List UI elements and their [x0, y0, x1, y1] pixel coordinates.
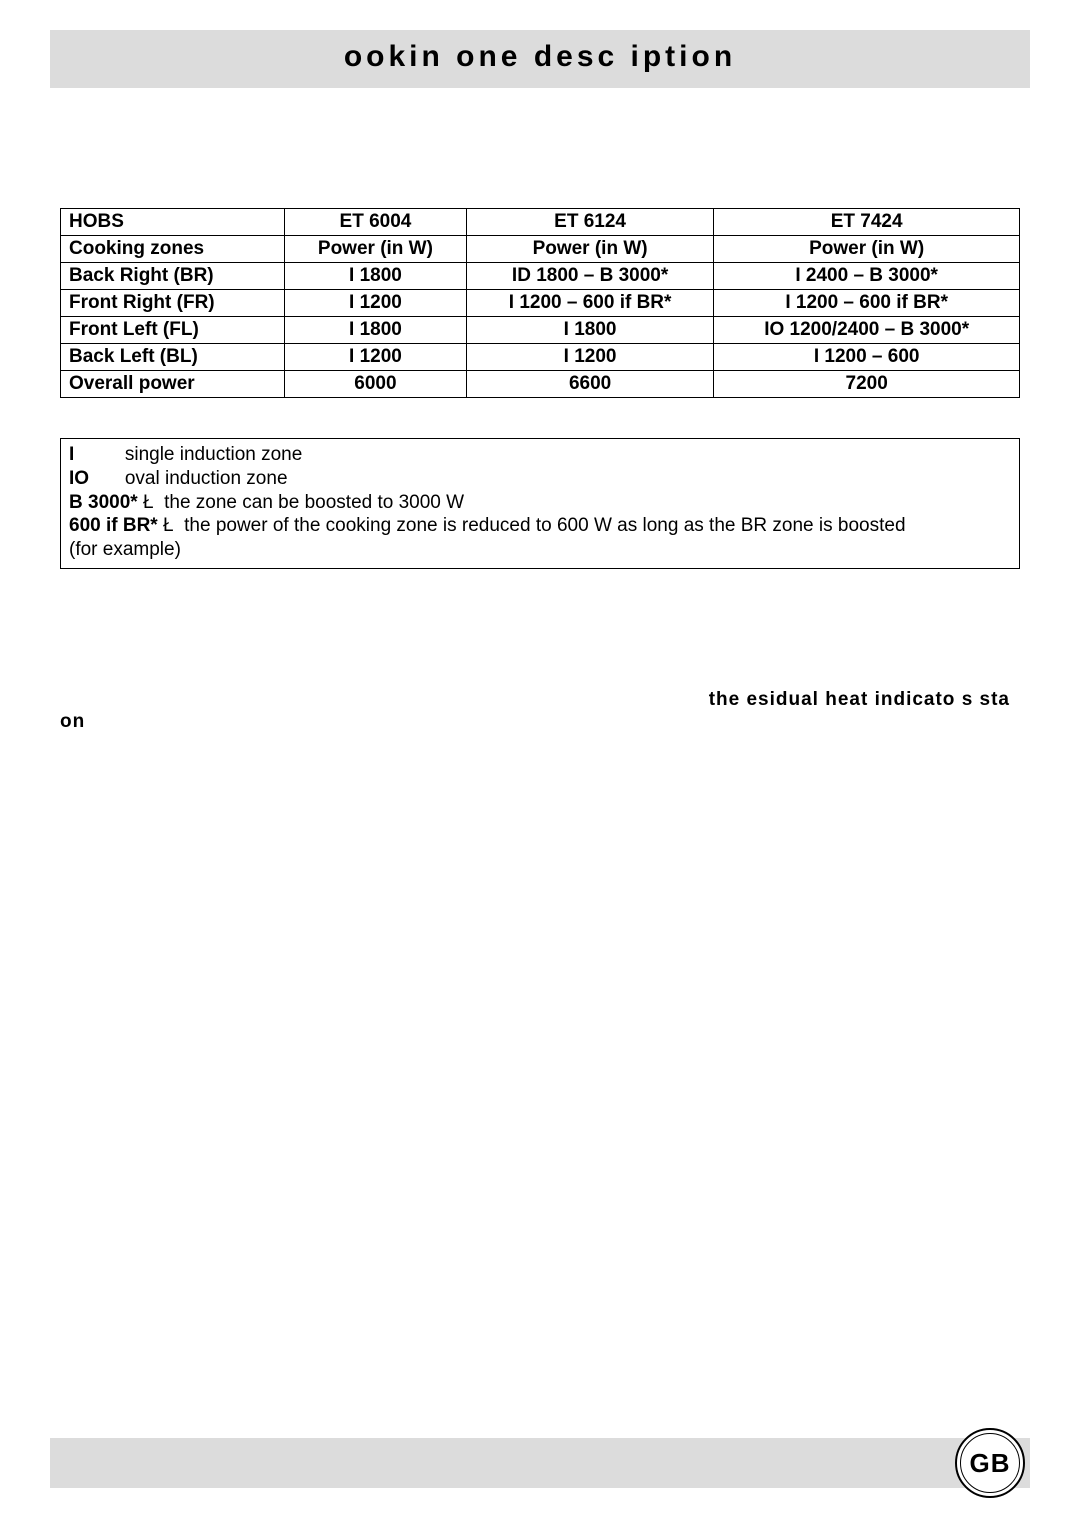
hobs-table: HOBS ET 6004 ET 6124 ET 7424 Cooking zon…	[60, 208, 1020, 398]
table-cell: I 1200	[284, 344, 466, 371]
table-row: Back Right (BR) I 1800 ID 1800 – B 3000*…	[61, 263, 1020, 290]
table-header-cell: ET 7424	[714, 209, 1020, 236]
table-cell: I 1200 – 600 if BR*	[466, 290, 713, 317]
table-cell: I 1800	[466, 317, 713, 344]
legend-box: I single induction zone IO oval inductio…	[60, 438, 1020, 569]
table-cell: Back Left (BL)	[61, 344, 285, 371]
table-cell: Back Right (BR)	[61, 263, 285, 290]
table-cell: 7200	[714, 371, 1020, 398]
legend-arrow: Ł	[163, 515, 174, 536]
table-cell: I 1200	[284, 290, 466, 317]
table-cell: Front Left (FL)	[61, 317, 285, 344]
table-cell: Cooking zones	[61, 236, 285, 263]
table-row: Front Left (FL) I 1800 I 1800 IO 1200/24…	[61, 317, 1020, 344]
legend-key: B 3000*	[69, 491, 138, 515]
legend-key: 600 if BR*	[69, 514, 158, 538]
note-text-left: on	[60, 711, 1020, 733]
legend-row: B 3000* Ł the zone can be boosted to 300…	[69, 491, 1011, 515]
table-cell: Power (in W)	[284, 236, 466, 263]
table-cell: 6000	[284, 371, 466, 398]
table-row: Cooking zones Power (in W) Power (in W) …	[61, 236, 1020, 263]
table-cell: 6600	[466, 371, 713, 398]
page-title: ookin one desc iption	[50, 30, 1030, 88]
legend-row: IO oval induction zone	[69, 467, 1011, 491]
legend-text: oval induction zone	[125, 468, 288, 489]
badge-label: GB	[970, 1448, 1011, 1479]
legend-text: the zone can be boosted to 3000 W	[164, 492, 464, 513]
table-header-cell: HOBS	[61, 209, 285, 236]
table-header-cell: ET 6124	[466, 209, 713, 236]
table-cell: Power (in W)	[714, 236, 1020, 263]
table-cell: ID 1800 – B 3000*	[466, 263, 713, 290]
legend-row: 600 if BR* Ł the power of the cooking zo…	[69, 514, 1011, 538]
table-cell: IO 1200/2400 – B 3000*	[714, 317, 1020, 344]
legend-text: (for example)	[69, 539, 181, 560]
table-cell: Overall power	[61, 371, 285, 398]
country-badge: GB	[955, 1428, 1025, 1498]
table-cell: Front Right (FR)	[61, 290, 285, 317]
table-row: Back Left (BL) I 1200 I 1200 I 1200 – 60…	[61, 344, 1020, 371]
note-block: the esidual heat indicato s sta on	[60, 689, 1020, 733]
table-cell: Power (in W)	[466, 236, 713, 263]
legend-row: I single induction zone	[69, 443, 1011, 467]
table-header-row: HOBS ET 6004 ET 6124 ET 7424	[61, 209, 1020, 236]
table-header-cell: ET 6004	[284, 209, 466, 236]
legend-text: single induction zone	[125, 444, 302, 465]
legend-arrow: Ł	[143, 492, 154, 513]
legend-key: IO	[69, 467, 109, 491]
table-cell: I 1200 – 600 if BR*	[714, 290, 1020, 317]
note-text-right: the esidual heat indicato s sta	[60, 689, 1020, 711]
legend-row: (for example)	[69, 538, 1011, 562]
legend-text: the power of the cooking zone is reduced…	[184, 515, 905, 536]
table-cell: I 1800	[284, 317, 466, 344]
table-cell: I 1200 – 600	[714, 344, 1020, 371]
table-row: Overall power 6000 6600 7200	[61, 371, 1020, 398]
footer-bar	[50, 1438, 1030, 1488]
table-row: Front Right (FR) I 1200 I 1200 – 600 if …	[61, 290, 1020, 317]
table-cell: I 2400 – B 3000*	[714, 263, 1020, 290]
table-cell: I 1200	[466, 344, 713, 371]
table-cell: I 1800	[284, 263, 466, 290]
legend-key: I	[69, 443, 109, 467]
